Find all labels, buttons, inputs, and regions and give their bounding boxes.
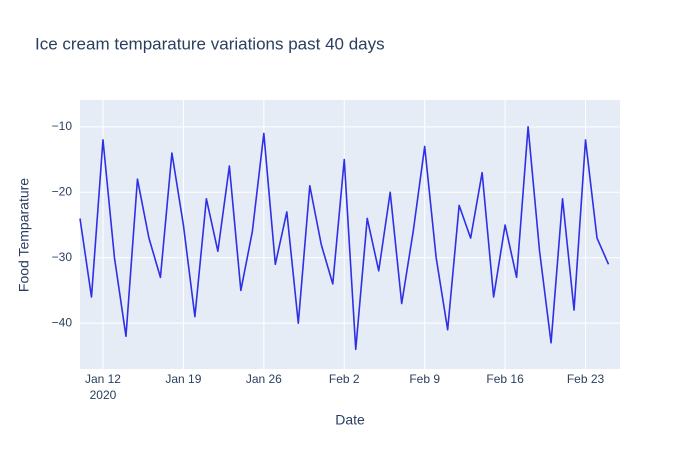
x-tick-label: Feb 23 (567, 372, 605, 386)
y-tick-label: −20 (52, 184, 73, 198)
x-tick-label: Feb 9 (409, 372, 440, 386)
x-tick-label: Jan 19 (165, 372, 201, 386)
y-tick-label: −10 (52, 119, 73, 133)
x-tick-label: Jan 12 (85, 372, 121, 386)
data-line (79, 126, 610, 351)
chart-title: Ice cream temparature variations past 40… (35, 34, 385, 53)
x-tick-label: Jan 26 (246, 372, 282, 386)
y-tick-label: −30 (52, 250, 73, 264)
x-year-label: 2020 (90, 388, 117, 402)
x-tick-label: Feb 16 (486, 372, 524, 386)
y-tick-label: −40 (52, 315, 73, 329)
y-axis-title: Food Temparature (16, 178, 32, 292)
x-axis-title: Date (335, 412, 365, 428)
x-tick-label: Feb 2 (329, 372, 360, 386)
plot-area (80, 100, 620, 369)
